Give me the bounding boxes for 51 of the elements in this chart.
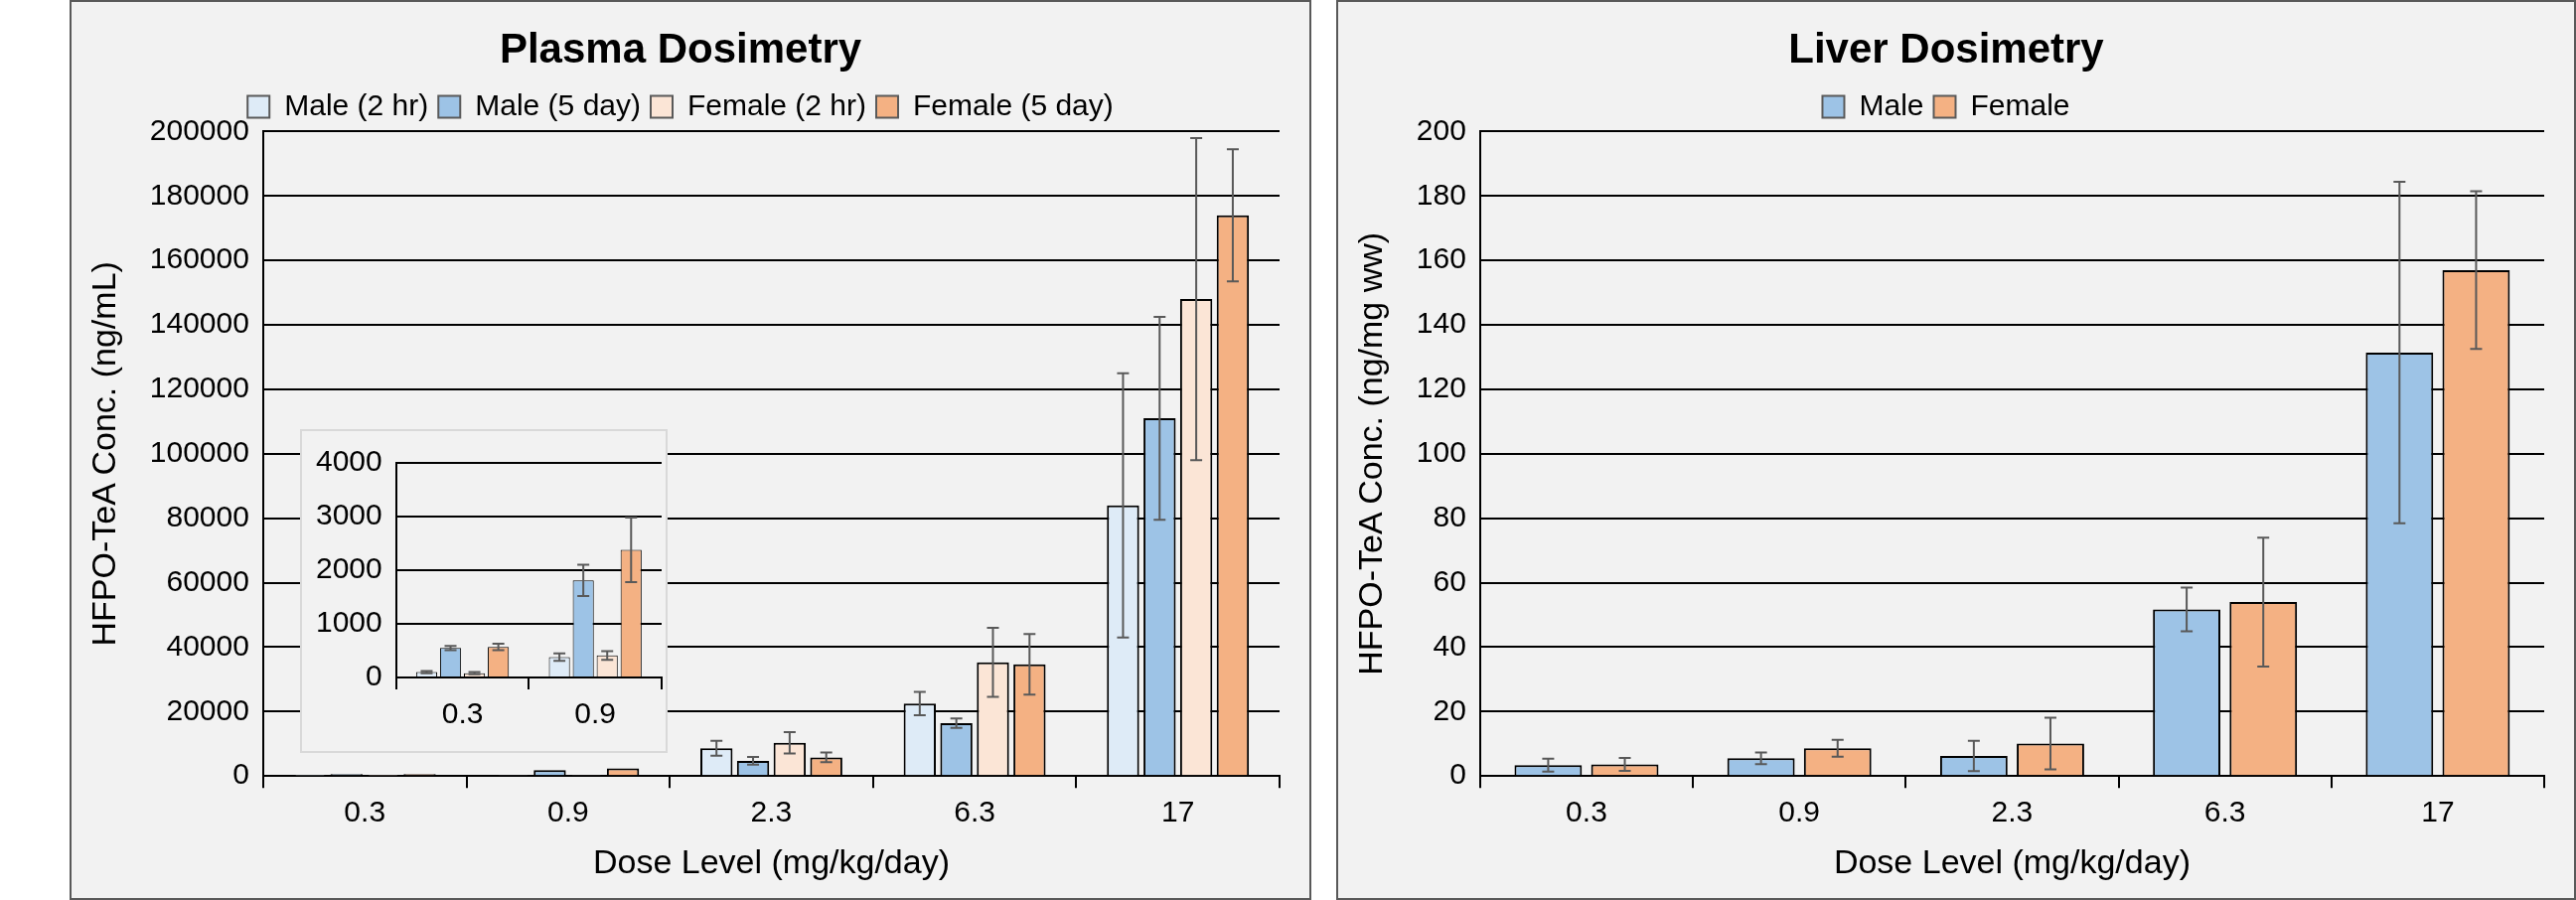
y-tick-label: 3000	[315, 498, 382, 531]
y-tick-label: 180000	[149, 177, 249, 211]
y-tick-label: 20	[1433, 692, 1466, 726]
y-tick-label: 100	[1416, 435, 1466, 469]
y-tick-label: 200000	[149, 112, 249, 146]
x-tick-label: 0.9	[546, 795, 589, 828]
legend-label: Male (2 hr)	[284, 87, 429, 121]
y-tick-label: 40	[1433, 628, 1466, 662]
x-tick-label: 2.3	[1991, 795, 2034, 828]
x-axis-title: Dose Level (mg/kg/day)	[1833, 841, 2191, 880]
x-axis-title: Dose Level (mg/kg/day)	[592, 841, 950, 880]
y-tick-label: 20000	[166, 692, 249, 726]
x-tick-label: 0.3	[344, 795, 386, 828]
y-tick-label: 60	[1433, 563, 1466, 597]
y-tick-label: 100000	[149, 435, 249, 469]
y-tick-label: 120	[1416, 371, 1466, 404]
legend-label: Male	[1859, 87, 1924, 121]
y-tick-label: 160000	[149, 241, 249, 275]
x-tick-label: 0.3	[441, 696, 484, 730]
x-tick-label: 17	[2421, 795, 2455, 828]
y-tick-label: 160	[1416, 241, 1466, 275]
y-tick-label: 0	[232, 757, 249, 791]
y-tick-label: 140000	[149, 306, 249, 340]
y-axis-title: HFPO-TeA Conc. (ng/mL)	[83, 261, 122, 647]
x-tick-label: 0.9	[1778, 795, 1821, 828]
chart-title: Liver Dosimetry	[1788, 24, 2105, 72]
y-tick-label: 60000	[166, 563, 249, 597]
y-axis-title: HFPO-TeA Conc. (ng/mg ww)	[1350, 231, 1389, 675]
y-tick-label: 80	[1433, 499, 1466, 532]
x-tick-label: 17	[1161, 795, 1195, 828]
y-tick-label: 180	[1416, 177, 1466, 211]
x-tick-label: 6.3	[2203, 795, 2246, 828]
y-tick-label: 2000	[315, 551, 382, 585]
y-tick-label: 4000	[315, 444, 382, 478]
x-tick-label: 6.3	[954, 795, 995, 828]
chart-title: Plasma Dosimetry	[499, 24, 862, 72]
legend-label: Male (5 day)	[475, 87, 641, 121]
y-tick-label: 0	[1449, 757, 1466, 791]
y-tick-label: 0	[366, 659, 382, 692]
y-tick-label: 80000	[166, 499, 249, 532]
y-tick-label: 1000	[315, 605, 382, 639]
legend-label: Female	[1970, 87, 2070, 121]
y-tick-label: 200	[1416, 112, 1466, 146]
y-tick-label: 40000	[166, 628, 249, 662]
y-tick-label: 140	[1416, 306, 1466, 340]
x-tick-label: 0.9	[574, 696, 617, 730]
legend-label: Female (5 day)	[913, 87, 1114, 121]
x-tick-label: 0.3	[1566, 795, 1607, 828]
legend-label: Female (2 hr)	[686, 87, 867, 121]
y-tick-label: 120000	[149, 371, 249, 404]
x-tick-label: 2.3	[750, 795, 793, 828]
